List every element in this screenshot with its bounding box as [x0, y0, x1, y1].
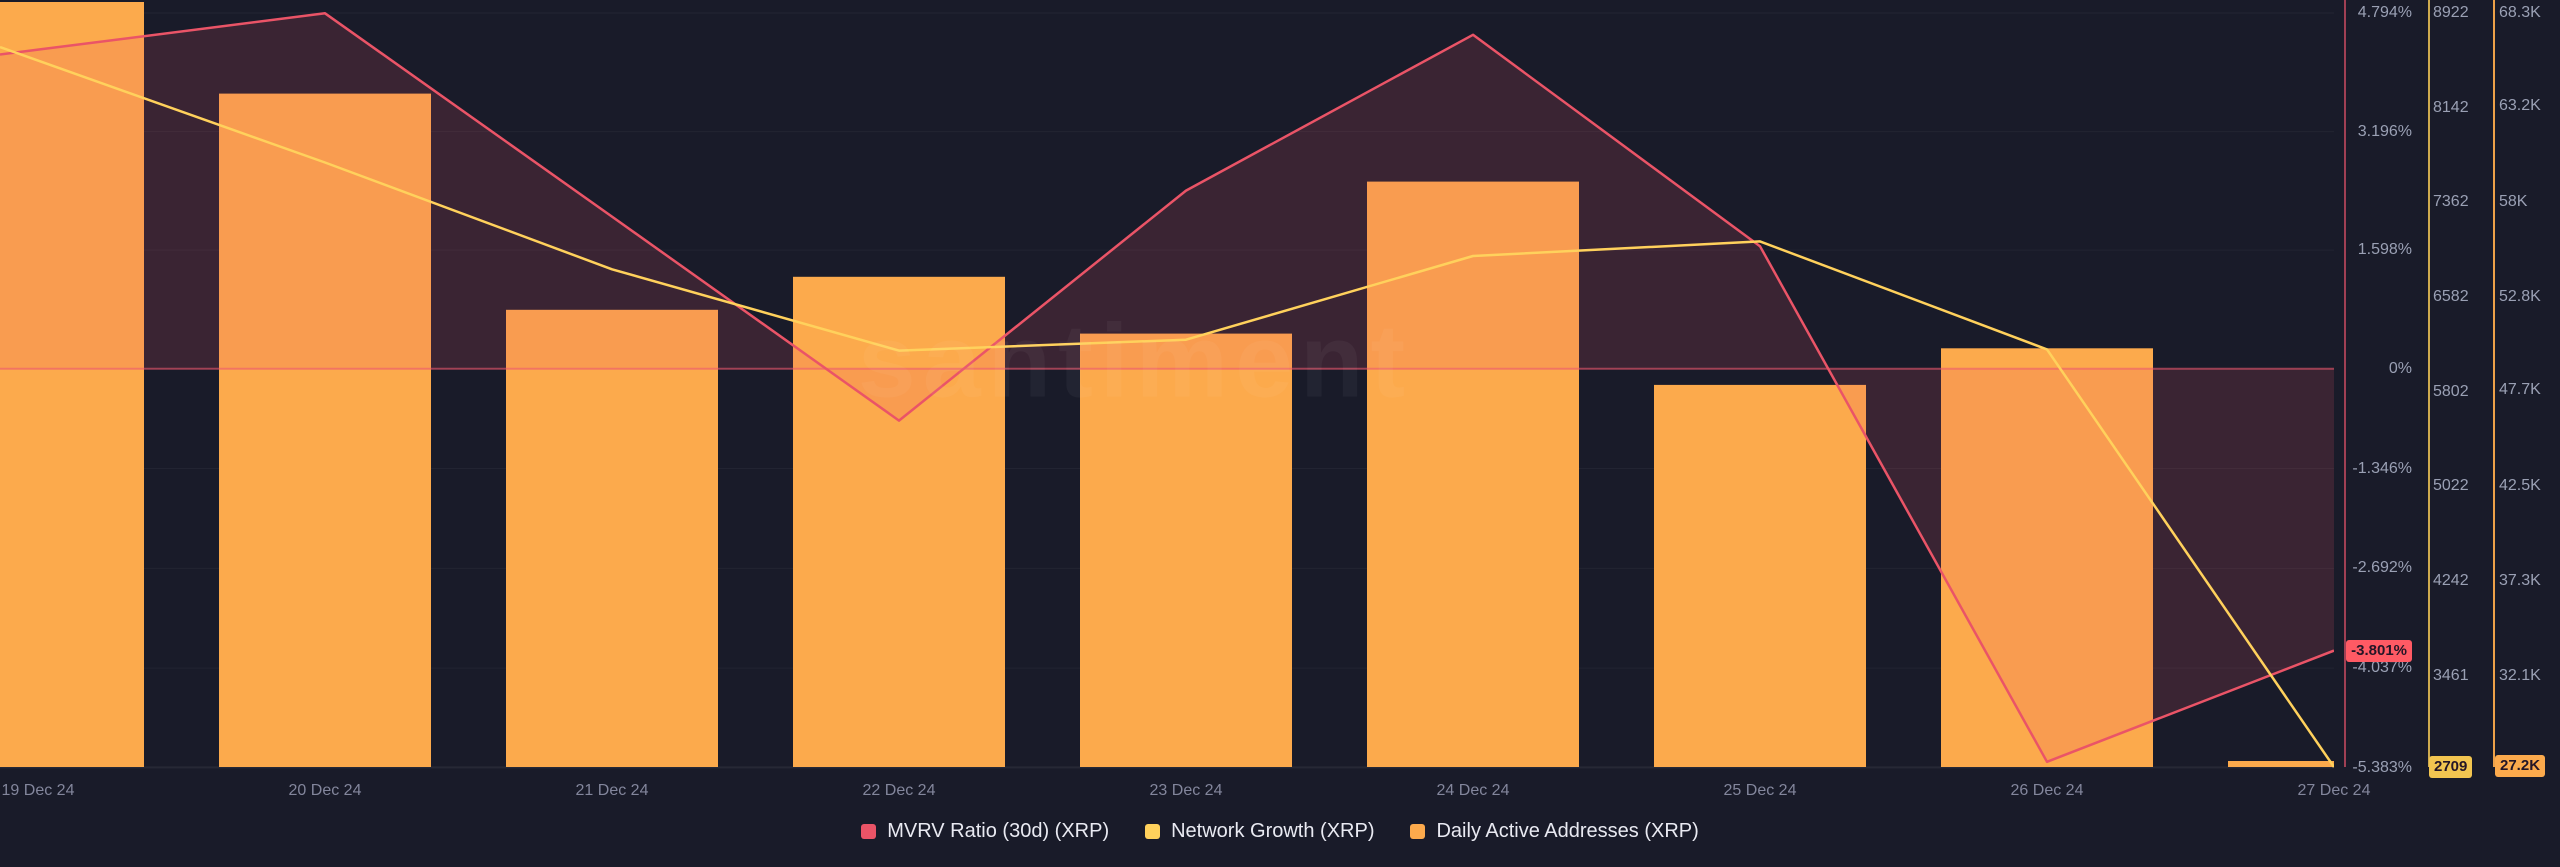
kcount-tick-label: 63.2K	[2499, 97, 2541, 114]
x-tick-label: 19 Dec 24	[1, 782, 75, 799]
axis-network-growth: 8922 8142 7362 6582 5802 5022 4242 3461 2709	[2429, 0, 2491, 867]
x-tick-label: 23 Dec 24	[1149, 782, 1223, 799]
x-tick-label: 27 Dec 24	[2297, 782, 2371, 799]
percent-tick-label: 0%	[2388, 360, 2412, 377]
legend-marker-icon	[861, 824, 877, 839]
x-tick-label: 26 Dec 24	[2010, 782, 2084, 799]
count-tick-label: 7362	[2433, 193, 2469, 210]
kcount-tick-label: 68.3K	[2499, 4, 2541, 21]
bar-24-dec-24[interactable]	[1367, 181, 1579, 768]
axis-daily-active: 68.3K 63.2K 58K 52.8K 47.7K 42.5K 37.3K 32.1K 27…	[2495, 0, 2557, 867]
count-tick-label: 5022	[2433, 477, 2469, 494]
bar-27-dec-24[interactable]	[2228, 761, 2440, 767]
bar-26-dec-24[interactable]	[1941, 348, 2153, 767]
legend: MVRV Ratio (30d) (XRP) Network Growth (XR…	[0, 820, 2560, 843]
daily-active-bars	[0, 2, 2440, 768]
percent-last-value-badge: -3.801%	[2346, 640, 2412, 662]
count-tick-label: 4242	[2433, 572, 2469, 589]
mvrv-line	[0, 12, 2334, 764]
axis-percent: 4.794% 3.196% 1.598% 0% -1.346% -2.692% -4.037…	[2346, 0, 2412, 867]
x-tick-label: 25 Dec 24	[1723, 782, 1797, 799]
percent-tick-label: -1.346%	[2352, 460, 2412, 477]
bar-19-dec-24[interactable]	[0, 2, 144, 767]
kcount-tick-label: 47.7K	[2499, 381, 2541, 398]
bar-23-dec-24[interactable]	[1080, 333, 1292, 767]
percent-tick-label: 4.794%	[2357, 4, 2412, 21]
kcount-tick-label: 52.8K	[2499, 288, 2541, 305]
percent-tick-label: 3.196%	[2357, 123, 2412, 140]
x-tick-label: 24 Dec 24	[1436, 782, 1510, 799]
legend-item-mvrv[interactable]: MVRV Ratio (30d) (XRP)	[861, 820, 1109, 843]
legend-item-daily-active[interactable]: Daily Active Addresses (XRP)	[1410, 820, 1699, 843]
percent-tick-label: -5.383%	[2352, 759, 2412, 776]
percent-tick-label: -4.037%	[2352, 659, 2412, 676]
legend-marker-icon	[1410, 824, 1426, 839]
legend-label: Network Growth (XRP)	[1171, 820, 1375, 842]
legend-label: MVRV Ratio (30d) (XRP)	[887, 820, 1110, 842]
bar-21-dec-24[interactable]	[506, 309, 718, 767]
count-tick-label: 5802	[2433, 383, 2469, 400]
count-tick-label: 8922	[2433, 4, 2469, 21]
network-growth-line	[0, 45, 2334, 768]
x-tick-label: 20 Dec 24	[288, 782, 362, 799]
count-last-value-badge: 2709	[2429, 756, 2473, 778]
kcount-tick-label: 32.1K	[2499, 667, 2541, 684]
bar-25-dec-24[interactable]	[1654, 384, 1866, 767]
percent-tick-label: 1.598%	[2357, 241, 2412, 258]
axis-spines	[2344, 0, 2495, 767]
legend-item-network-growth[interactable]: Network Growth (XRP)	[1145, 820, 1374, 843]
kcount-tick-label: 42.5K	[2499, 477, 2541, 494]
kcount-tick-label: 37.3K	[2499, 572, 2541, 589]
percent-tick-label: -2.692%	[2352, 559, 2412, 576]
count-tick-label: 3461	[2433, 667, 2469, 684]
legend-label: Daily Active Addresses (XRP)	[1436, 820, 1699, 842]
bar-20-dec-24[interactable]	[219, 93, 431, 768]
kcount-tick-label: 58K	[2499, 193, 2528, 210]
x-tick-label: 22 Dec 24	[862, 782, 936, 799]
kcount-last-value-badge: 27.2K	[2495, 755, 2546, 777]
count-tick-label: 8142	[2433, 99, 2469, 116]
legend-marker-icon	[1145, 824, 1161, 839]
count-tick-label: 6582	[2433, 288, 2469, 305]
bar-22-dec-24[interactable]	[793, 276, 1005, 767]
x-axis: 19 Dec 24 20 Dec 24 21 Dec 24 22 Dec 24 23 D…	[0, 782, 2560, 804]
mvrv-area	[0, 13, 2334, 762]
x-tick-label: 21 Dec 24	[575, 782, 649, 799]
